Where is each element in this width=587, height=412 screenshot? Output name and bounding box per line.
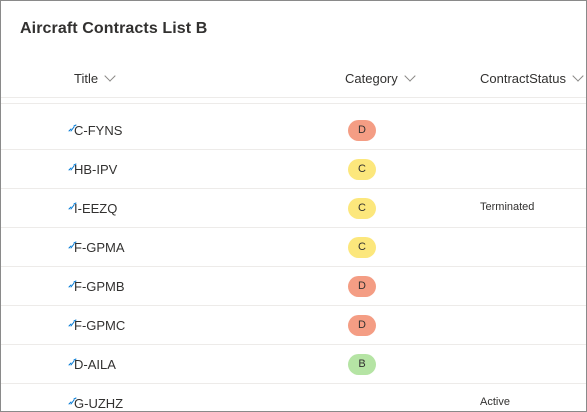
chevron-down-icon[interactable] <box>404 69 416 82</box>
category-badge: D <box>348 315 376 336</box>
new-item-icon <box>68 158 77 171</box>
new-item-icon <box>68 119 77 132</box>
row-title-link[interactable]: F-GPMB <box>74 278 125 294</box>
row-title-link[interactable]: I-EEZQ <box>74 200 118 216</box>
table-row[interactable]: I-EEZQ C Terminated <box>1 189 586 228</box>
category-badge: C <box>348 159 376 180</box>
new-item-icon <box>68 353 77 366</box>
table-row[interactable]: C <box>1 98 586 104</box>
new-item-icon <box>68 275 77 288</box>
column-header-title[interactable]: Title <box>74 59 116 97</box>
table-row[interactable]: D-AILA B <box>1 345 586 384</box>
column-header-title-label: Title <box>74 70 99 86</box>
row-title-link[interactable]: HB-IPV <box>74 161 118 177</box>
list-title: Aircraft Contracts List B <box>20 20 208 37</box>
row-title-link[interactable]: C-FYNS <box>74 122 123 138</box>
new-item-icon <box>68 314 77 327</box>
chevron-down-icon[interactable] <box>104 69 116 82</box>
column-header-row: Title Category ContractStatus <box>1 59 586 98</box>
contract-status-text: Active <box>480 396 510 408</box>
row-title-link[interactable]: F-GPMC <box>74 317 126 333</box>
category-badge: D <box>348 276 376 297</box>
contract-status-text: Terminated <box>480 201 535 213</box>
list-body[interactable]: CC-FYNSDHB-IPVCI-EEZQCTerminatedF-GPMACF… <box>1 98 586 411</box>
table-row[interactable]: F-GPMC D <box>1 306 586 345</box>
column-header-category-label: Category <box>345 70 398 86</box>
column-header-contractstatus-label: ContractStatus <box>480 70 566 86</box>
category-badge: B <box>348 354 376 375</box>
row-title-link[interactable]: F-GPMA <box>74 239 125 255</box>
category-badge: C <box>348 237 376 258</box>
column-header-contractstatus[interactable]: ContractStatus <box>480 59 584 97</box>
chevron-down-icon[interactable] <box>572 69 584 82</box>
table-row[interactable]: F-GPMB D <box>1 267 586 306</box>
new-item-icon <box>68 392 77 405</box>
table-row[interactable]: G-UZHZ Active <box>1 384 586 411</box>
table-row[interactable]: HB-IPV C <box>1 150 586 189</box>
category-badge: D <box>348 120 376 141</box>
table-row[interactable]: F-GPMA C <box>1 228 586 267</box>
table-row[interactable]: C-FYNS D <box>1 111 586 150</box>
new-item-icon <box>68 236 77 249</box>
row-title-link[interactable]: G-UZHZ <box>74 395 124 411</box>
category-badge: C <box>348 198 376 219</box>
column-header-category[interactable]: Category <box>345 59 416 97</box>
row-title-link[interactable]: D-AILA <box>74 356 116 372</box>
new-item-icon <box>68 197 77 210</box>
